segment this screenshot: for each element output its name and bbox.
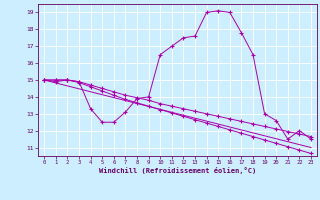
X-axis label: Windchill (Refroidissement éolien,°C): Windchill (Refroidissement éolien,°C): [99, 167, 256, 174]
